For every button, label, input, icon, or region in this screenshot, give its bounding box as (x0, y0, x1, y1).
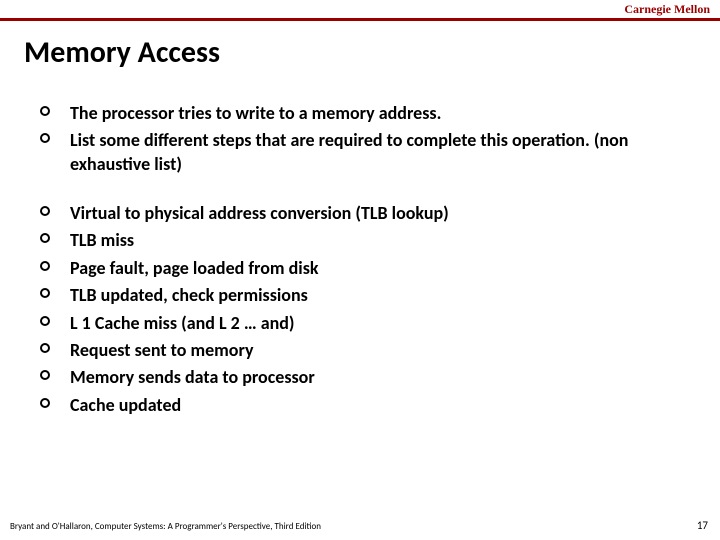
step-text: Cache updated (70, 394, 181, 416)
page-number: 17 (697, 519, 708, 532)
bullet-icon (40, 233, 50, 243)
bullet-group-2: Virtual to physical address conversion (… (40, 202, 690, 421)
step-text: L 1 Cache miss (and L 2 … and) (70, 312, 295, 334)
step-item: Memory sends data to processor (40, 366, 690, 389)
header-rule (0, 18, 720, 21)
step-item: TLB updated, check permissions (40, 284, 690, 307)
brand-label: Carnegie Mellon (624, 2, 710, 17)
step-text: Request sent to memory (70, 339, 253, 361)
bullet-icon (40, 343, 50, 353)
step-text: Page fault, page loaded from disk (70, 257, 319, 279)
footer-citation: Bryant and O'Hallaron, Computer Systems:… (10, 521, 321, 532)
intro-text: List some different steps that are requi… (70, 129, 628, 174)
step-item: Request sent to memory (40, 339, 690, 362)
bullet-icon (40, 398, 50, 408)
page-title: Memory Access (24, 34, 220, 71)
intro-item: List some different steps that are requi… (40, 129, 690, 176)
step-text: TLB miss (70, 229, 134, 251)
bullet-icon (40, 288, 50, 298)
step-text: Virtual to physical address conversion (… (70, 202, 449, 224)
step-item: TLB miss (40, 229, 690, 252)
slide: Carnegie Mellon Memory Access The proces… (0, 0, 720, 540)
step-text: TLB updated, check permissions (70, 284, 308, 306)
intro-text: The processor tries to write to a memory… (70, 102, 441, 124)
intro-item: The processor tries to write to a memory… (40, 102, 690, 125)
step-text: Memory sends data to processor (70, 366, 315, 388)
bullet-icon (40, 370, 50, 380)
top-bar: Carnegie Mellon (0, 0, 720, 18)
bullet-icon (40, 133, 50, 143)
step-item: Virtual to physical address conversion (… (40, 202, 690, 225)
step-item: Cache updated (40, 394, 690, 417)
bullet-icon (40, 261, 50, 271)
step-item: L 1 Cache miss (and L 2 … and) (40, 312, 690, 335)
bullet-icon (40, 106, 50, 116)
step-item: Page fault, page loaded from disk (40, 257, 690, 280)
bullet-icon (40, 206, 50, 216)
bullet-group-1: The processor tries to write to a memory… (40, 102, 690, 180)
bullet-icon (40, 316, 50, 326)
